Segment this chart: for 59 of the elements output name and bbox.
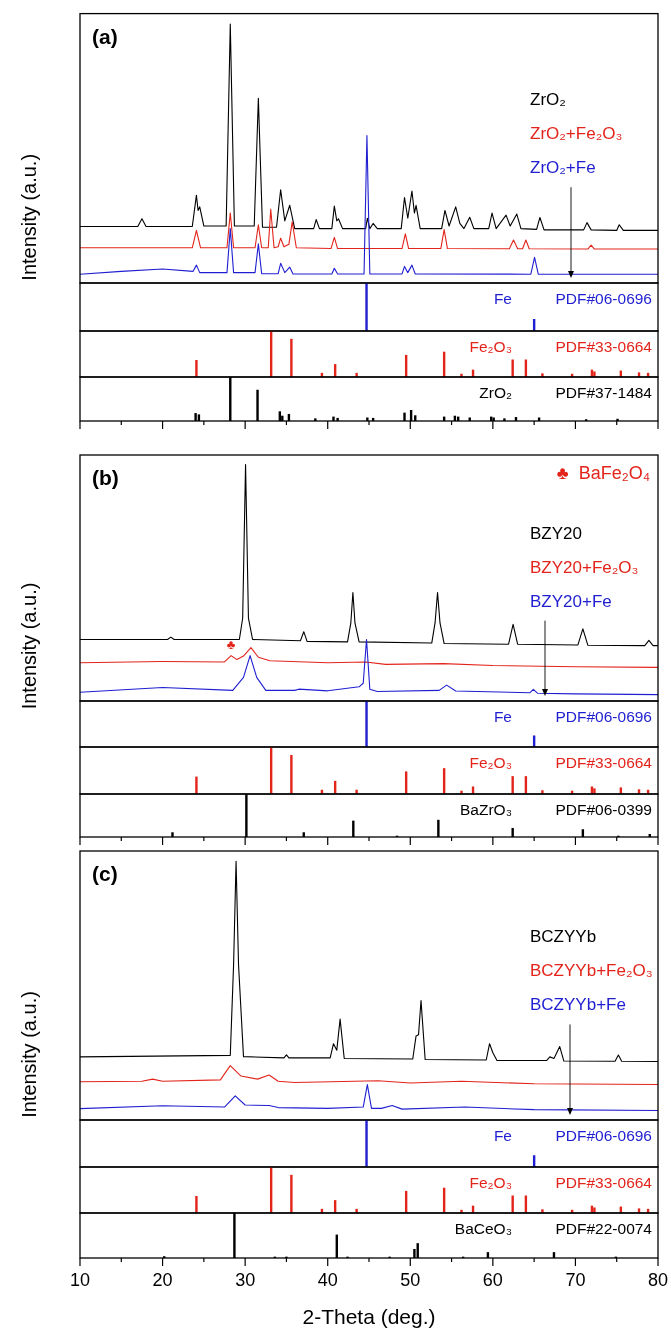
bar	[355, 372, 358, 377]
chart-title: (b)	[92, 466, 119, 489]
text: ZrO₂	[530, 90, 566, 110]
text: ZrO₂	[479, 384, 512, 401]
x-tick-label: 10	[69, 1270, 91, 1290]
bar	[355, 1208, 358, 1213]
chart-subtitle: PDF#22-0074	[555, 1220, 653, 1237]
annotation: ♣ BaFe₂O₄	[556, 463, 650, 483]
x-tick-label: 20	[152, 1270, 173, 1290]
text: BaZrO₃	[460, 801, 512, 818]
chart-title: (c)	[92, 862, 118, 885]
bar	[195, 1195, 198, 1213]
x-tick-label: 80	[647, 1270, 669, 1290]
text: ZrO₂+Fe₂O₃	[530, 124, 623, 144]
y-axis-title: Intensity (a.u.)	[18, 991, 40, 1118]
bar	[355, 789, 358, 794]
bar	[195, 776, 198, 794]
text: BCZYYb+Fe	[530, 995, 626, 1015]
chart-title: Fe	[493, 1127, 512, 1144]
chart-title: Fe₂O₃	[469, 338, 512, 355]
text: BZY20	[530, 523, 582, 543]
x-tick-label: 30	[235, 1270, 256, 1290]
bar	[541, 790, 544, 794]
bar	[290, 338, 293, 377]
chart-title: Fe	[493, 708, 512, 725]
bar	[511, 776, 514, 794]
x-tick-label: 50	[400, 1270, 421, 1290]
bar	[290, 754, 293, 794]
text: BCZYYb	[530, 927, 597, 947]
bar	[290, 1174, 293, 1213]
y-axis-title: Intensity (a.u.)	[18, 582, 40, 710]
text: PDF#37-1484	[555, 384, 653, 401]
chart-title: BaCeO₃	[454, 1220, 512, 1237]
chart-subtitle: PDF#33-0664	[555, 754, 653, 771]
chart-subtitle: PDF#06-0696	[555, 1127, 652, 1144]
chart-title: Fe₂O₃	[469, 754, 512, 771]
x-tick-label: 70	[565, 1270, 586, 1290]
chart-title: (a)	[92, 24, 118, 48]
text: BZY20+Fe₂O₃	[530, 557, 639, 577]
x-tick-label: 40	[317, 1270, 338, 1290]
bar	[511, 1195, 514, 1213]
bar	[541, 1209, 544, 1213]
bar	[195, 359, 198, 377]
chart-title: Fe₂O₃	[469, 1174, 512, 1191]
chart-subtitle: PDF#06-0696	[555, 708, 652, 725]
x-axis-title: 2-Theta (deg.)	[302, 1305, 436, 1328]
text: ZrO₂+Fe	[530, 158, 596, 178]
chart-title: Fe	[493, 290, 512, 307]
bar	[511, 359, 514, 377]
y-axis-title: Intensity (a.u.)	[18, 153, 40, 281]
chart-subtitle: PDF#33-0664	[555, 338, 653, 355]
text: BCZYYb+Fe₂O₃	[530, 961, 653, 981]
chart-subtitle: PDF#06-0696	[555, 290, 652, 307]
text: PDF#06-0399	[555, 801, 652, 818]
annotation: ♣	[226, 636, 236, 652]
chart-subtitle: PDF#33-0664	[555, 1174, 653, 1191]
bar	[541, 373, 544, 377]
x-tick-label: 60	[482, 1270, 503, 1290]
text: BZY20+Fe	[530, 591, 612, 611]
